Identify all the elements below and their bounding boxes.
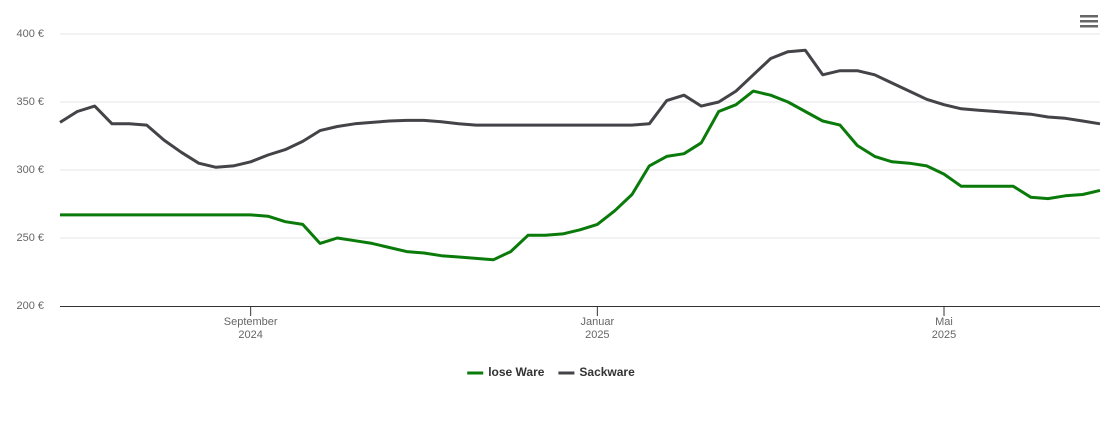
legend-label: Sackware — [579, 365, 635, 379]
y-tick-label: 350 € — [16, 96, 44, 108]
series-line — [60, 89, 1101, 262]
y-tick-label: 400 € — [16, 28, 44, 40]
legend-item[interactable]: lose Ware — [467, 365, 545, 379]
y-tick-label: 300 € — [16, 164, 44, 176]
legend-label: lose Ware — [488, 365, 545, 379]
series-line — [59, 48, 1101, 169]
legend-item[interactable]: Sackware — [558, 365, 635, 379]
y-tick-label: 250 € — [16, 232, 44, 244]
menu-icon[interactable] — [1080, 15, 1098, 28]
y-tick-label: 200 € — [16, 300, 44, 312]
x-tick-label: September 2024 — [223, 316, 278, 341]
x-tick-label: Mai 2025 — [931, 316, 957, 341]
x-tick-label: Januar 2025 — [580, 316, 615, 341]
